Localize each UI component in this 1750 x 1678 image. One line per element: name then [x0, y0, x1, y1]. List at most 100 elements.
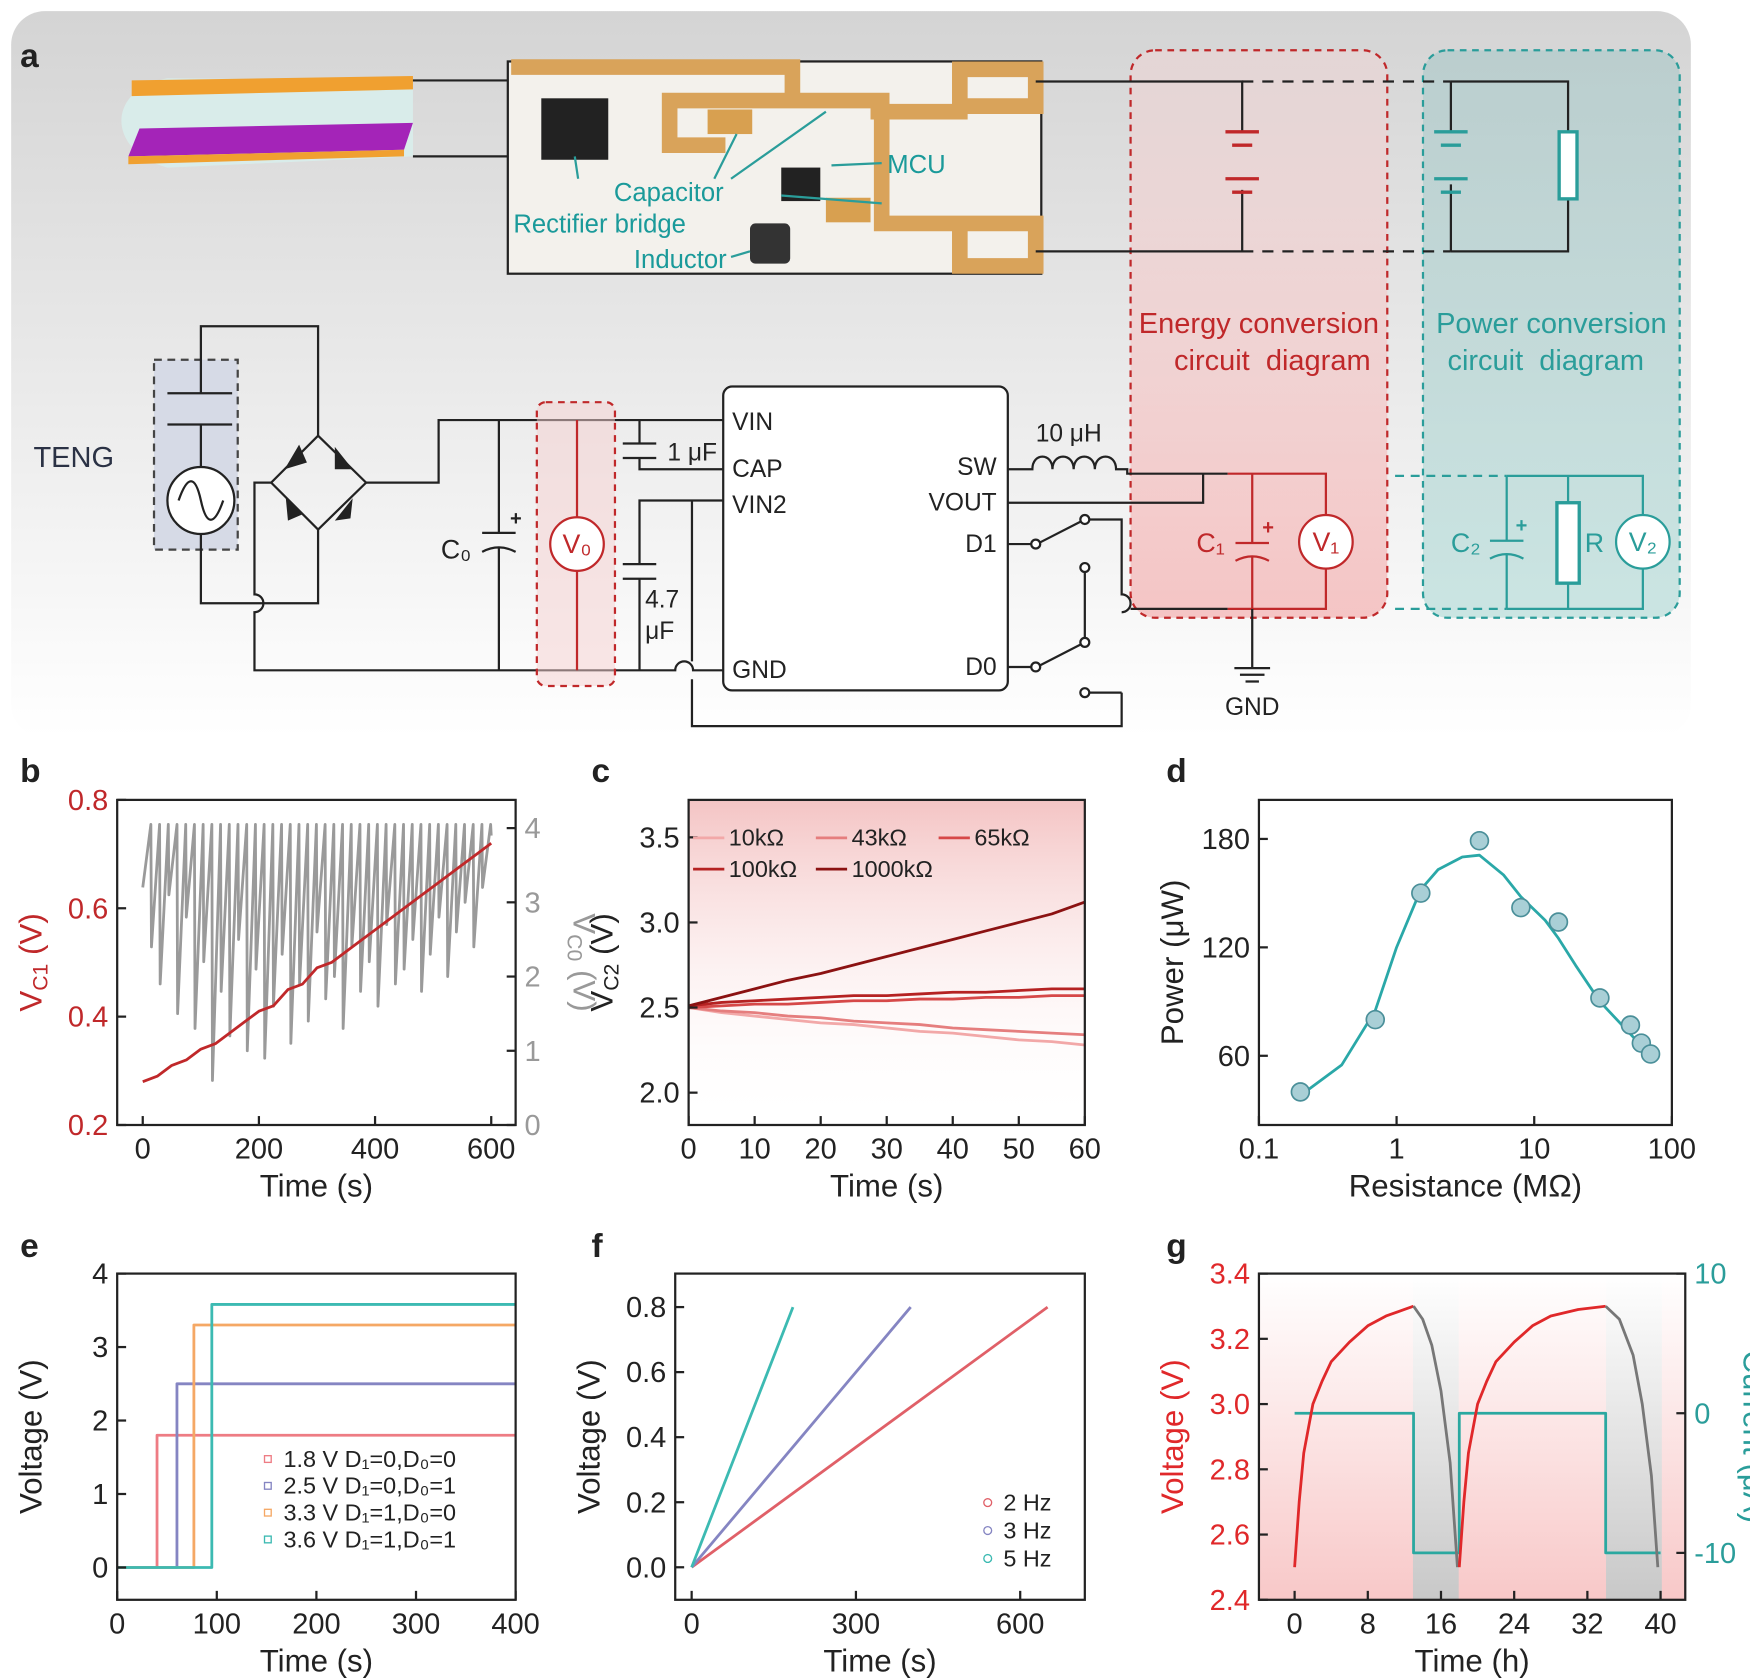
axis-title: Power (μW) [1155, 880, 1190, 1046]
legend-label: 43kΩ [852, 825, 907, 851]
v0-meter [549, 516, 605, 572]
dashed-wire [1242, 80, 1451, 253]
data-line [1293, 1304, 1415, 1568]
data-point [1620, 1015, 1641, 1035]
data-line [1299, 853, 1652, 1097]
battery [1225, 130, 1259, 194]
x-tick-label: 100 [1648, 1134, 1696, 1166]
switch-node [1030, 538, 1042, 550]
c1-label: C₁ [1196, 528, 1224, 558]
x-tick-label: 300 [832, 1608, 880, 1640]
x-tick-label: 0 [135, 1134, 151, 1166]
box-title: Power conversion [1436, 308, 1667, 340]
switch-node [1079, 561, 1091, 574]
discharge-band [1412, 1273, 1459, 1600]
pin-label: GND [732, 657, 787, 684]
x-tick-label: 0 [681, 1134, 697, 1166]
data-point [1548, 912, 1569, 932]
photo-label: MCU [887, 151, 945, 179]
x-tick-label: 400 [491, 1608, 539, 1640]
y-tick-label: 0.4 [626, 1422, 666, 1454]
c1-v1 [1227, 472, 1328, 610]
panel-label: e [20, 1228, 39, 1265]
x-tick-label: 600 [996, 1608, 1044, 1640]
y-tick-label: 0.2 [68, 1110, 108, 1142]
data-point [1590, 988, 1610, 1008]
v0-label: V₀ [563, 529, 592, 559]
pin-label: CAP [732, 456, 782, 483]
axis-title: Time (s) [260, 1643, 373, 1678]
legend-swatch [983, 1553, 993, 1564]
pointer-arrows [573, 110, 882, 259]
label-part: V [585, 991, 620, 1012]
y-tick-label: 180 [1202, 824, 1250, 856]
y-tick-label: 2.8 [1210, 1454, 1250, 1486]
label-part: (V) [567, 961, 602, 1011]
legend-swatch [263, 1481, 272, 1490]
y-tick-label: 2 [92, 1406, 108, 1438]
wire [167, 325, 320, 605]
x-tick-label: 10 [739, 1134, 771, 1166]
y2-tick-label: 0 [525, 1110, 541, 1142]
pin-label: SW [957, 454, 997, 481]
legend-label: 2 Hz [1003, 1489, 1051, 1515]
axis-title: Voltage (V) [13, 1359, 48, 1514]
legend-label: 10kΩ [729, 825, 784, 851]
axis-title: VC0 (V) [562, 913, 601, 1011]
y-tick-label: 0.2 [626, 1487, 666, 1519]
y-tick-label: 0.0 [626, 1552, 666, 1584]
pin-label: VIN [732, 409, 773, 436]
data-line [688, 1006, 1085, 1047]
data-line [690, 1306, 795, 1568]
cap-4u7 [622, 499, 1123, 728]
legend-label: 3.3 V D₁=1,D₀=0 [283, 1499, 456, 1525]
data-line [688, 1006, 1085, 1037]
x-tick-label: 50 [1003, 1134, 1035, 1166]
bottom-dielectric [128, 122, 413, 157]
v2-meter [1614, 513, 1671, 570]
x-tick-label: 60 [1069, 1134, 1101, 1166]
axis-title: Time (h) [1415, 1643, 1530, 1678]
plus: + [1516, 515, 1528, 537]
dashed-wire [1395, 474, 1507, 610]
x-tick-label: 10 [1518, 1134, 1550, 1166]
box-title: circuit diagram [1447, 345, 1644, 377]
box-title: Energy conversion [1139, 308, 1379, 340]
pin-label: VOUT [928, 490, 996, 517]
data-point [1640, 1044, 1661, 1064]
data-line [1294, 1411, 1661, 1555]
legend-label: 100kΩ [729, 856, 797, 882]
photo-label: Capacitor [614, 179, 724, 207]
y-tick-label: 0.8 [68, 785, 108, 817]
pcb-traces [511, 59, 1044, 274]
cap-label: μF [645, 618, 674, 645]
y-tick-label: 1 [92, 1479, 108, 1511]
data-line [688, 987, 1085, 1008]
label-part: (V) [585, 913, 620, 963]
cap-label: 1 μF [667, 439, 717, 466]
mcu-block [722, 385, 1009, 692]
y-tick-label: 0.6 [626, 1357, 666, 1389]
x-tick-label: 400 [351, 1134, 399, 1166]
x-tick-label: 300 [392, 1608, 440, 1640]
label-part: (V) [13, 913, 48, 963]
y-tick-label: 3.0 [1210, 1389, 1250, 1421]
panel-label: f [592, 1228, 604, 1265]
c2-r-v2 [1489, 474, 1644, 610]
x-tick-label: 1 [1389, 1134, 1405, 1166]
x-tick-label: 100 [193, 1608, 241, 1640]
y2-tick-label: 3 [525, 887, 541, 919]
plot-frame [116, 798, 517, 1127]
x-tick-label: 600 [467, 1134, 515, 1166]
ac-wave [177, 480, 225, 521]
legend-label: 5 Hz [1003, 1545, 1051, 1571]
legend-label: 1.8 V D₁=0,D₀=0 [283, 1446, 456, 1472]
legend-swatch [983, 1525, 993, 1536]
subscript: C2 [601, 964, 624, 991]
legend-label: 3 Hz [1003, 1517, 1051, 1543]
photo-label: Inductor [634, 246, 727, 274]
legend-label: 2.5 V D₁=0,D₀=1 [283, 1473, 456, 1499]
data-point [1290, 1082, 1311, 1102]
